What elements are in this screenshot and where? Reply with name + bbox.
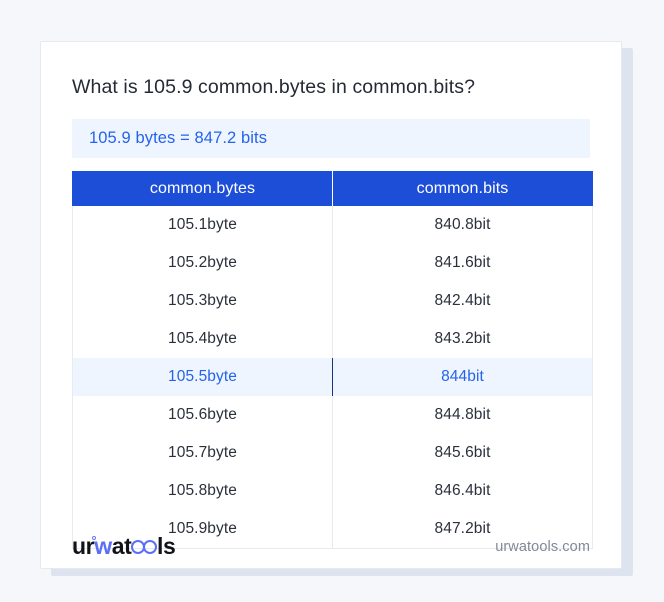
table-row[interactable]: 105.4byte 843.2bit (72, 320, 593, 359)
logo-text-ls: ls (156, 533, 176, 559)
cell-bytes: 105.7byte (72, 434, 333, 473)
logo-glasses-icon (131, 540, 157, 554)
cell-bytes: 105.4byte (72, 320, 333, 359)
cell-bytes: 105.5byte (72, 358, 333, 397)
cell-bytes: 105.2byte (72, 244, 333, 283)
card-footer: ur w at ls urwatools.com (72, 525, 590, 568)
cell-bytes: 105.6byte (72, 396, 333, 435)
urwatools-logo[interactable]: ur w at ls (72, 533, 176, 559)
logo-dot-icon (92, 536, 96, 540)
conversion-table: common.bytes common.bits 105.1byte 840.8b… (72, 171, 593, 550)
table-row[interactable]: 105.3byte 842.4bit (72, 282, 593, 321)
table-row[interactable]: 105.8byte 846.4bit (72, 472, 593, 511)
logo-text-w: w (94, 533, 112, 559)
cell-bytes: 105.9byte (72, 510, 333, 550)
cell-bits: 844bit (332, 358, 593, 397)
cell-bits: 843.2bit (332, 320, 593, 359)
cell-bits: 847.2bit (332, 510, 593, 550)
table-row[interactable]: 105.1byte 840.8bit (72, 206, 593, 245)
table-row[interactable]: 105.5byte 844bit (72, 358, 593, 397)
column-header-bits[interactable]: common.bits (332, 171, 593, 207)
cell-bits: 845.6bit (332, 434, 593, 473)
table-head: common.bytes common.bits (72, 171, 593, 207)
footer-domain-label: urwatools.com (495, 538, 590, 555)
logo-text-at: at (111, 533, 132, 559)
table-row[interactable]: 105.7byte 845.6bit (72, 434, 593, 473)
column-header-bytes[interactable]: common.bytes (72, 171, 333, 207)
cell-bits: 844.8bit (332, 396, 593, 435)
logo-text-ur: ur (72, 533, 95, 559)
card-content: What is 105.9 common.bytes in common.bit… (41, 42, 621, 550)
result-banner: 105.9 bytes = 847.2 bits (72, 119, 590, 159)
cell-bits: 846.4bit (332, 472, 593, 511)
table-row[interactable]: 105.6byte 844.8bit (72, 396, 593, 435)
cell-bits: 842.4bit (332, 282, 593, 321)
table-header-row: common.bytes common.bits (72, 171, 593, 207)
cell-bytes: 105.3byte (72, 282, 333, 321)
table-body: 105.1byte 840.8bit 105.2byte 841.6bit 105.3b… (72, 206, 593, 550)
conversion-card: What is 105.9 common.bytes in common.bit… (40, 41, 622, 569)
cell-bytes: 105.8byte (72, 472, 333, 511)
cell-bits: 841.6bit (332, 244, 593, 283)
cell-bits: 840.8bit (332, 206, 593, 245)
cell-bytes: 105.1byte (72, 206, 333, 245)
result-banner-text: 105.9 bytes = 847.2 bits (89, 129, 268, 148)
table-row[interactable]: 105.9byte 847.2bit (72, 510, 593, 550)
page-title: What is 105.9 common.bytes in common.bit… (72, 76, 476, 98)
table-row[interactable]: 105.2byte 841.6bit (72, 244, 593, 283)
